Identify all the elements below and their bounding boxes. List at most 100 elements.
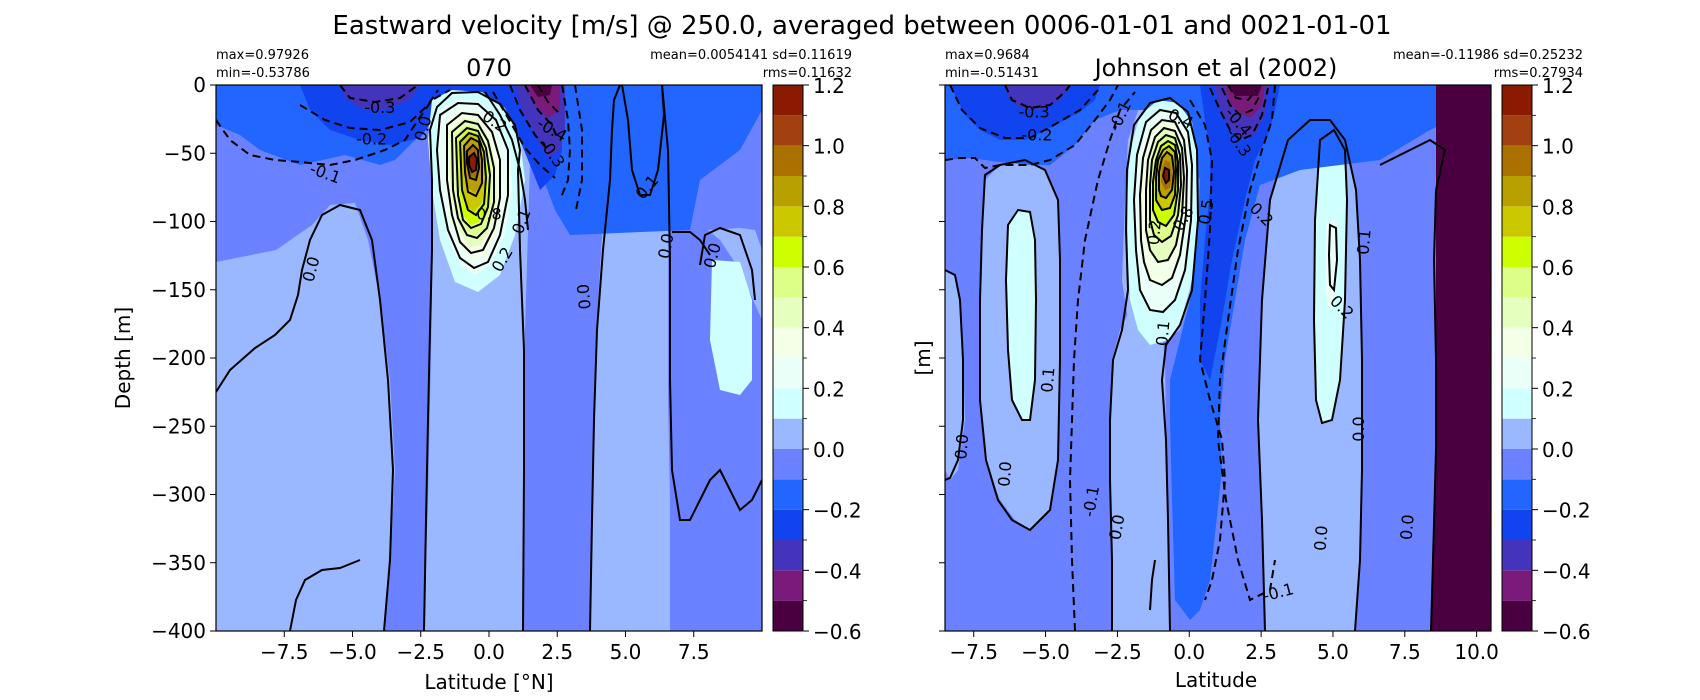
contour-label: -0.3: [364, 98, 395, 117]
colorbar-right: 1.2 1.0 0.8 0.6 0.4 0.2 0.0 −0.2 −0.4 −0.6: [1501, 74, 1591, 644]
contour-line: [466, 143, 481, 182]
y-tick-label: −50: [164, 141, 206, 165]
contour-line: [1327, 223, 1339, 293]
contour-label: 0.0: [951, 433, 972, 460]
contour-line: [524, 85, 559, 141]
contour-line: [1004, 208, 1038, 421]
contour-line: [484, 91, 529, 231]
panel-left-ylabel: Depth [m]: [111, 307, 135, 409]
contour-line: [1149, 559, 1156, 611]
contours-left: [216, 85, 762, 631]
contour-line: [1161, 166, 1170, 185]
colorbar-swatch: [1502, 176, 1532, 207]
contour-label: 0.1: [1353, 228, 1374, 255]
contour-line: [423, 90, 525, 631]
x-tick-label: −2.5: [396, 640, 445, 664]
contour-line: [1068, 91, 1136, 631]
contours-right: [945, 96, 1447, 631]
x-tick-label: 10.0: [1454, 640, 1499, 664]
colorbar-tick-label: −0.2: [1542, 499, 1591, 523]
colorbar-swatch: [1502, 145, 1532, 176]
y-tick-label: −100: [151, 210, 206, 234]
colorbar-swatch: [773, 206, 803, 237]
colorbar-swatch: [773, 509, 803, 540]
panel-left-ticks: −7.5 −5.0 −2.5 0.0 2.5 5.0 7.5 0 −50 −100 −150 −200…: [151, 73, 710, 664]
colorbar-swatch: [773, 449, 803, 480]
contour-line: [289, 559, 361, 631]
colorbar-left-swatches: [773, 85, 803, 631]
colorbar-swatch: [773, 358, 803, 389]
contour-line: [1216, 85, 1276, 602]
colorbar-swatch: [1502, 418, 1532, 449]
colorbar-swatch: [1502, 236, 1532, 267]
contour-line: [492, 91, 556, 179]
panel-left-rms: rms=0.11632: [763, 66, 852, 81]
colorbar-swatch: [1502, 327, 1532, 358]
fill-weak-positive-core: [1110, 295, 1170, 631]
colorbar-swatch: [773, 540, 803, 571]
contour-line: [621, 85, 666, 196]
x-tick-label: 7.5: [1389, 640, 1421, 664]
contour-label: 0.0: [1397, 514, 1418, 541]
y-tick-label: −250: [151, 414, 206, 438]
fill-neg-04: [525, 85, 560, 118]
contour-line: [454, 126, 492, 230]
contour-line: [1152, 139, 1179, 228]
contour-label: 0.1: [1037, 366, 1058, 393]
fill-neg-05: [1228, 85, 1262, 96]
contour-line: [537, 85, 559, 113]
colorbar-swatch: [1502, 449, 1532, 480]
colorbar-left-ticks: 1.2 1.0 0.8 0.6 0.4 0.2 0.0 −0.2 −0.4 −0.6: [803, 74, 862, 644]
x-tick-label: −7.5: [949, 640, 998, 664]
x-tick-label: 2.5: [1245, 640, 1277, 664]
contour-line: [458, 131, 488, 217]
colorbar-swatch: [1502, 540, 1532, 571]
contour-line: [446, 111, 501, 255]
fill-neg-02: [300, 85, 562, 190]
fill-weak-positive-edge: [708, 228, 762, 320]
contour-line: [216, 89, 451, 167]
colorbar-swatch: [1502, 297, 1532, 328]
contour-line: [1132, 108, 1194, 314]
colorbar-swatch: [773, 267, 803, 298]
x-tick-label: −5.0: [1021, 640, 1070, 664]
fill-neg-02-east: [1200, 85, 1280, 380]
contour-label: -0.2: [356, 130, 387, 149]
panel-left-min: min=-0.53786: [216, 66, 310, 81]
x-tick-label: −7.5: [260, 640, 309, 664]
panel-right-max: max=0.9684: [945, 48, 1030, 63]
contour-line: [1138, 118, 1189, 287]
fill-band-cyan-edge: [710, 260, 752, 395]
contours-left-negative: [216, 85, 583, 211]
colorbar-tick-label: 0.2: [813, 377, 845, 401]
figure-title: Eastward velocity [m/s] @ 250.0, average…: [332, 11, 1391, 41]
contour-line: [1312, 128, 1349, 425]
panel-left-title: 070: [466, 54, 512, 82]
colorbar-left: 1.2 1.0 0.8 0.6 0.4 0.2 0.0 −0.2 −0.4 −0.6: [772, 74, 862, 644]
colorbar-right-swatches: [1502, 85, 1532, 631]
contour-line: [1256, 119, 1363, 631]
panel-right-xlabel: Latitude: [1175, 668, 1257, 692]
colorbar-tick-label: −0.4: [1542, 559, 1591, 583]
y-tick-label: −350: [151, 551, 206, 575]
colorbar-tick-label: 0.2: [1542, 377, 1574, 401]
colorbar-tick-label: 0.0: [813, 438, 845, 462]
colorbar-tick-label: 1.2: [1542, 74, 1574, 98]
panel-left-max: max=0.97926: [216, 48, 309, 63]
contour-label: 0.0: [654, 232, 677, 260]
colorbar-swatch: [773, 145, 803, 176]
panel-left-xlabel: Latitude [°N]: [424, 670, 553, 694]
panel-left-mean-sd: mean=0.0054141 sd=0.11619: [650, 48, 852, 63]
contour-label: 0.0: [994, 460, 1015, 487]
colorbar-swatch: [1502, 388, 1532, 419]
colorbar-swatch: [1502, 479, 1532, 510]
y-tick-label: −150: [151, 278, 206, 302]
contour-line: [1209, 87, 1269, 142]
contour-line: [462, 136, 483, 198]
y-tick-label: −400: [151, 619, 206, 643]
fill-purple-band: [1431, 85, 1491, 631]
colorbar-swatch: [773, 297, 803, 328]
fill-band-cyan-west: [1006, 210, 1036, 420]
colorbar-swatch: [1502, 206, 1532, 237]
